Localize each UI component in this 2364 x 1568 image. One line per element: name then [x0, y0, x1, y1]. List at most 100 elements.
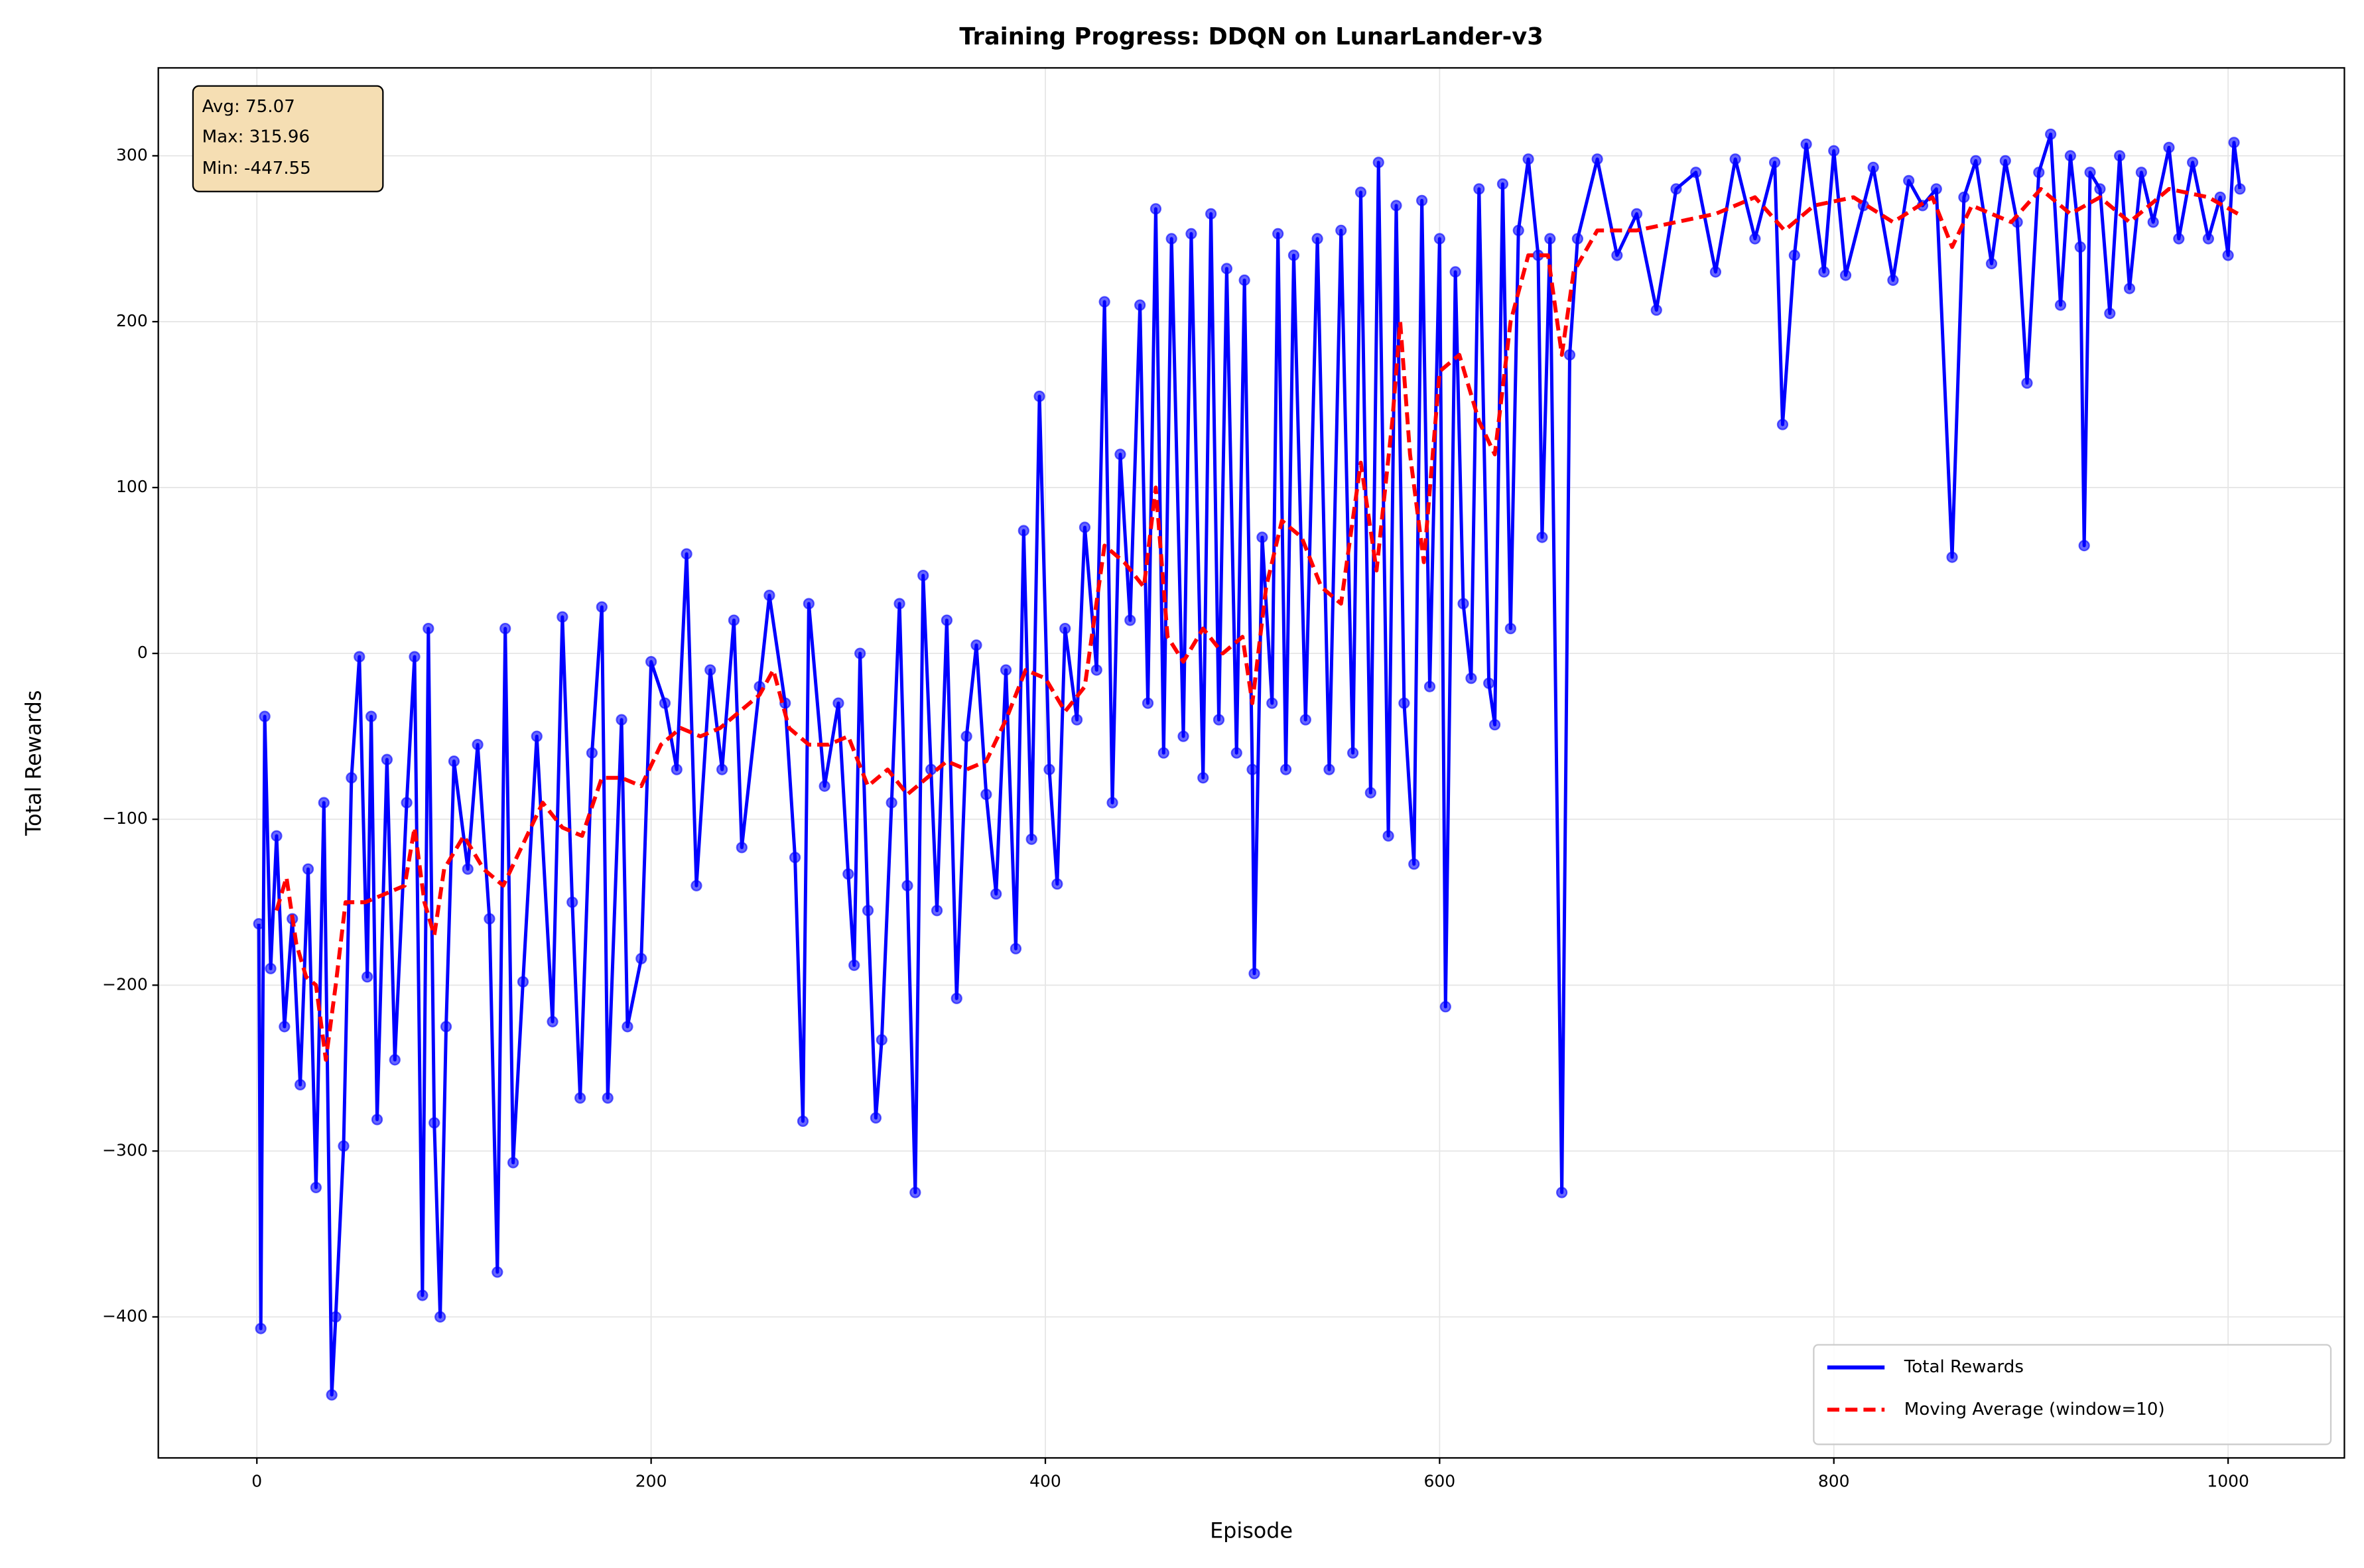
point: [917, 569, 929, 582]
point: [401, 797, 413, 809]
point: [2135, 166, 2147, 178]
axes-frame: [157, 67, 2345, 1459]
y-tick-label: −300: [102, 1140, 148, 1159]
point: [2222, 249, 2234, 261]
point: [1246, 763, 1258, 775]
point: [842, 868, 854, 880]
point: [1364, 787, 1376, 799]
point: [440, 1021, 452, 1033]
point: [2021, 377, 2033, 389]
point: [1985, 257, 1998, 270]
point: [294, 1078, 306, 1090]
point: [1768, 157, 1781, 168]
point: [1483, 677, 1495, 689]
point: [870, 1112, 882, 1124]
point: [1165, 233, 1177, 245]
point: [1354, 186, 1367, 198]
point: [951, 992, 962, 1004]
point: [2123, 283, 2136, 294]
point: [1999, 155, 2011, 167]
point: [1213, 714, 1225, 726]
point: [1390, 200, 1402, 212]
point: [1230, 747, 1242, 759]
point: [1630, 208, 1643, 220]
point: [2173, 233, 2185, 245]
point: [381, 753, 393, 765]
point: [1272, 228, 1284, 240]
point: [1591, 153, 1603, 165]
point: [1611, 249, 1623, 261]
point: [2186, 157, 2199, 168]
point: [326, 1389, 338, 1401]
point: [659, 697, 671, 709]
point: [990, 888, 1002, 900]
point: [1571, 233, 1584, 245]
point: [1124, 614, 1136, 626]
point: [2054, 299, 2067, 311]
point: [1465, 673, 1477, 685]
point: [1220, 263, 1233, 275]
point: [1536, 531, 1548, 543]
point: [271, 830, 283, 842]
point: [2064, 150, 2077, 162]
plot-area: [253, 128, 2246, 1401]
point: [728, 614, 740, 626]
point: [970, 639, 982, 651]
point: [1496, 178, 1509, 190]
point: [690, 880, 702, 891]
point: [484, 913, 495, 925]
point: [1157, 747, 1169, 759]
point: [1238, 274, 1250, 287]
point: [1457, 598, 1469, 610]
point: [876, 1034, 887, 1046]
point: [1025, 833, 1037, 845]
point: [1000, 664, 1012, 676]
point: [1114, 448, 1126, 460]
point: [330, 1311, 342, 1323]
point: [1090, 664, 1102, 676]
point: [547, 1015, 558, 1027]
point: [1323, 763, 1335, 775]
point: [2074, 241, 2086, 253]
annotation-text: Min: -447.55: [202, 159, 311, 178]
point: [1415, 194, 1428, 207]
point: [1867, 161, 1879, 174]
point: [1930, 183, 1942, 195]
point: [1439, 1001, 1451, 1013]
point: [2045, 128, 2057, 141]
point: [645, 655, 657, 668]
point: [1839, 269, 1852, 281]
point: [1690, 166, 1702, 178]
y-tick-label: −400: [102, 1306, 148, 1325]
point: [1903, 174, 1915, 187]
point: [1106, 797, 1118, 809]
point: [862, 905, 874, 917]
point: [980, 789, 992, 801]
point: [797, 1115, 809, 1127]
point: [1051, 878, 1063, 890]
grid: [158, 68, 2345, 1459]
moving-average-line: [275, 186, 2239, 1062]
point: [423, 622, 434, 635]
point: [409, 651, 421, 663]
point: [941, 614, 953, 626]
x-tick-label: 800: [1818, 1471, 1850, 1490]
x-tick-label: 200: [635, 1471, 667, 1490]
point: [1970, 155, 1982, 167]
point: [1408, 858, 1420, 870]
annotation-text: Max: 315.96: [202, 127, 310, 147]
point: [1266, 697, 1278, 709]
point: [1818, 266, 1830, 278]
point: [960, 730, 972, 742]
point: [886, 797, 897, 809]
point: [259, 710, 271, 722]
point: [1544, 233, 1556, 245]
point: [2104, 307, 2116, 320]
point: [557, 611, 568, 623]
point: [931, 905, 943, 917]
point: [346, 772, 358, 784]
point: [681, 548, 692, 560]
point: [1018, 525, 1029, 537]
